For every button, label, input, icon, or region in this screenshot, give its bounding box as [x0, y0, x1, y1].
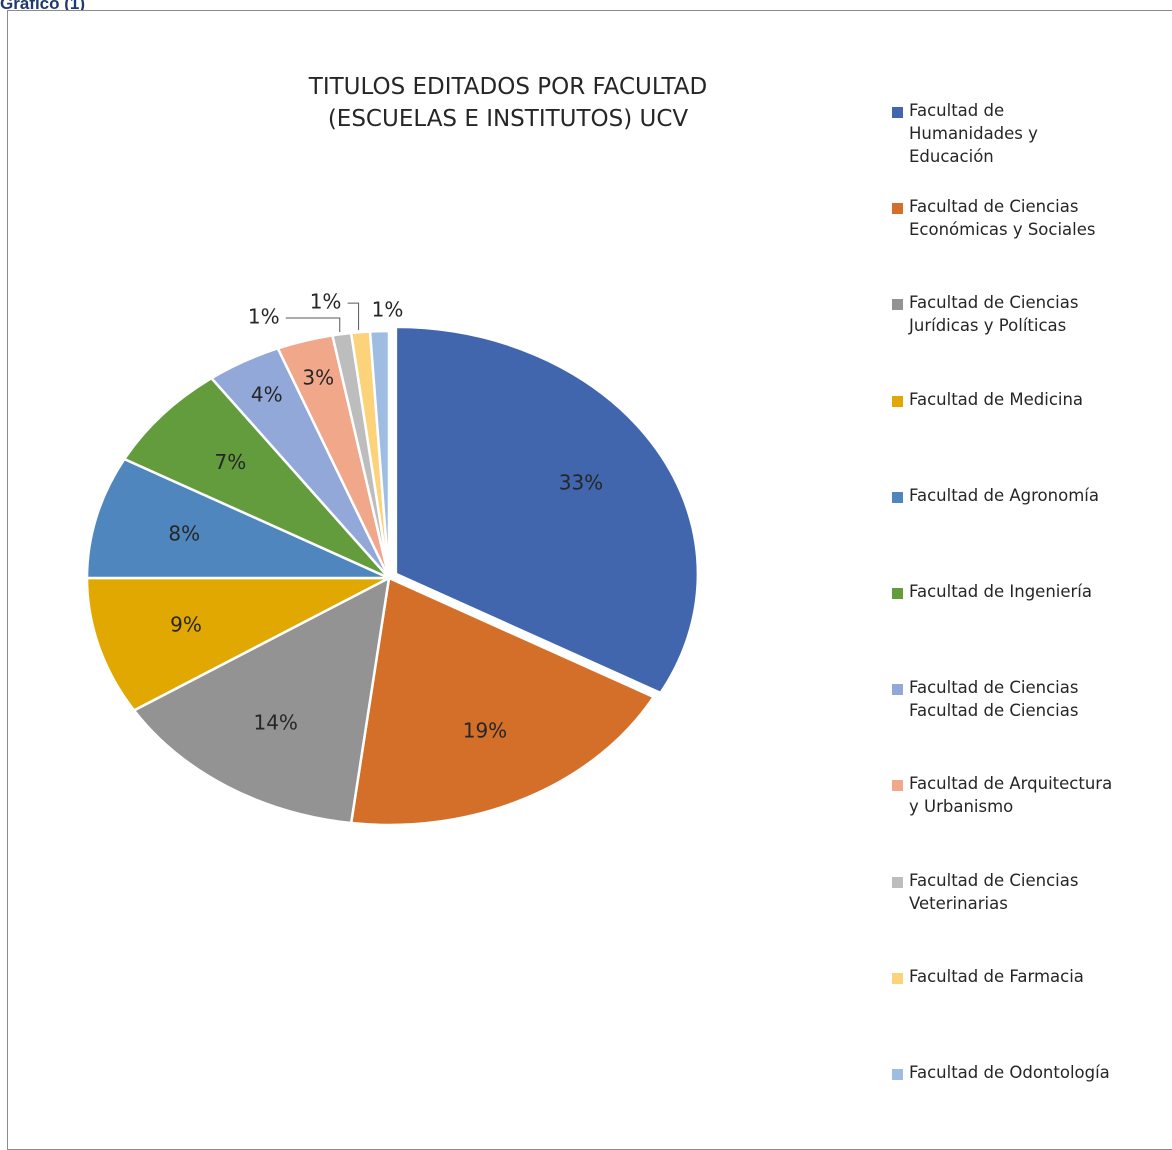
pie-slice-5: [85, 457, 390, 580]
legend-label: Facultad de Arquitectura y Urbanismo: [909, 774, 1113, 816]
data-label-5: 8%: [168, 522, 200, 546]
data-label-11: 1%: [372, 298, 404, 322]
legend-label: Facultad de Medicina: [909, 390, 1084, 409]
pie-slice-11: [368, 329, 391, 579]
data-label-3: 14%: [253, 710, 297, 734]
data-label-4: 9%: [170, 613, 202, 637]
leader-line-10: [347, 302, 360, 331]
legend-swatch: [892, 877, 903, 888]
chart-title-line-2: (ESCUELAS E INSTITUTOS) UCV: [327, 106, 689, 132]
legend-swatch: [892, 396, 903, 407]
chart-area: TITULOS EDITADOS POR FACULTAD (ESCUELAS …: [7, 10, 1172, 1150]
chart-title-line-1: TITULOS EDITADOS POR FACULTAD: [308, 74, 708, 100]
legend-label: Facultad de Ciencias Económicas y Social…: [909, 197, 1096, 239]
data-label-7: 4%: [251, 383, 283, 407]
data-label-9: 1%: [248, 305, 280, 329]
data-label-6: 7%: [215, 450, 247, 474]
leader-line-9: [285, 317, 341, 333]
chart-title: TITULOS EDITADOS POR FACULTAD (ESCUELAS …: [218, 71, 798, 135]
legend-swatch: [892, 973, 903, 984]
pie-slice-4: [85, 576, 390, 712]
legend-label: Facultad de Farmacia: [909, 967, 1084, 986]
legend-swatch: [892, 588, 903, 599]
legend-label: Facultad de Ingeniería: [909, 582, 1092, 601]
legend-swatch: [892, 107, 903, 118]
pie-slice-3: [132, 575, 391, 825]
data-label-1: 33%: [559, 470, 603, 494]
legend-label: Facultad de Ciencias Jurídicas y Polític…: [909, 293, 1079, 335]
pie-slice-1: [394, 325, 700, 695]
legend-label: Facultad de Ciencias Veterinarias: [909, 871, 1079, 913]
data-label-10: 1%: [310, 290, 342, 314]
pie-slice-2: [349, 576, 656, 827]
data-label-2: 19%: [463, 719, 507, 743]
data-label-8: 3%: [302, 365, 334, 389]
legend-swatch: [892, 684, 903, 695]
legend-label: Facultad de Humanidades y Educación: [909, 101, 1038, 166]
legend-label: Facultad de Agronomía: [909, 486, 1099, 505]
figure-caption: Gráfico (1): [0, 0, 86, 13]
legend-swatch: [892, 203, 903, 214]
pie-slice-6: [122, 376, 390, 580]
legend-swatch: [892, 492, 903, 503]
legend-label: Facultad de Ciencias Facultad de Ciencia…: [909, 678, 1079, 720]
legend-swatch: [892, 299, 903, 310]
legend-swatch: [892, 780, 903, 791]
pie-chart: 33% 19% 14% 9% 8% 7% 4% 3% 1% 1% 1%: [85, 290, 700, 827]
legend-label: Facultad de Odontología: [909, 1063, 1110, 1082]
legend-swatch: [892, 1069, 903, 1080]
